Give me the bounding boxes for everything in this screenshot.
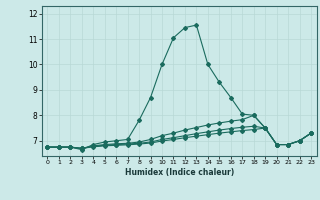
X-axis label: Humidex (Indice chaleur): Humidex (Indice chaleur) [124, 168, 234, 177]
